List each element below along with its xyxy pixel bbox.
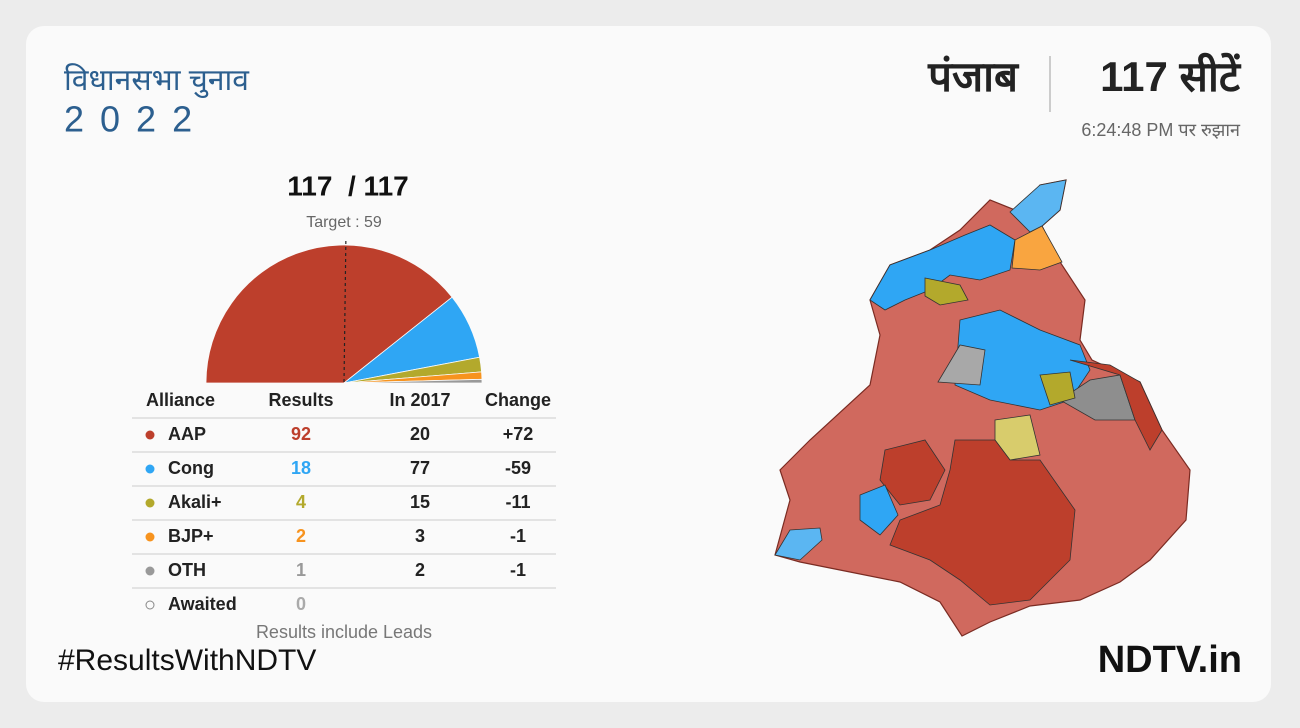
result-value: 0 <box>296 594 306 614</box>
legend-dot <box>145 566 155 576</box>
legend-dot <box>145 464 155 474</box>
slice <box>205 244 453 384</box>
alliance-name: BJP+ <box>168 526 214 546</box>
alliance-name: OTH <box>168 560 206 580</box>
half-donut <box>205 240 483 384</box>
result-value: 18 <box>291 458 311 478</box>
legend-dot <box>145 600 155 610</box>
legend-dot <box>145 498 155 508</box>
alliance-name: Akali+ <box>168 492 222 512</box>
result-value: 92 <box>291 424 311 444</box>
result-value: 2 <box>296 526 306 546</box>
column-header: In 2017 <box>389 390 450 410</box>
in-2017-value: 2 <box>415 560 425 580</box>
brand: NDTV.in <box>1098 639 1242 681</box>
title: विधानसभा चुनाव <box>64 63 250 99</box>
legend-dot <box>145 430 155 440</box>
change-value: +72 <box>503 424 534 444</box>
slice <box>343 378 483 384</box>
alliance-name: AAP <box>168 424 206 444</box>
in-2017-value: 20 <box>410 424 430 444</box>
in-2017-value: 77 <box>410 458 430 478</box>
target-label: Target : 59 <box>306 214 382 231</box>
change-value: -11 <box>505 492 530 512</box>
legend-dot <box>145 532 155 542</box>
alliance-name: Cong <box>168 458 214 478</box>
table-note: Results include Leads <box>256 622 432 642</box>
year: 2022 <box>64 99 208 140</box>
state: पंजाब <box>927 53 1020 100</box>
updated: 6:24:48 PM पर रुझान <box>1081 120 1241 140</box>
change-value: -1 <box>510 526 526 546</box>
seats: 117 सीटें <box>1100 52 1242 100</box>
state-map <box>774 179 1191 637</box>
alliance-name: Awaited <box>168 594 237 614</box>
in-2017-value: 15 <box>410 492 430 512</box>
result-value: 1 <box>296 560 306 580</box>
summary: 117 / 117 <box>287 170 408 201</box>
result-value: 4 <box>296 492 306 512</box>
column-header: Alliance <box>146 390 215 410</box>
change-value: -59 <box>505 458 531 478</box>
hashtag: #ResultsWithNDTV <box>58 644 316 677</box>
column-header: Change <box>485 390 551 410</box>
column-header: Results <box>268 390 333 410</box>
change-value: -1 <box>510 560 526 580</box>
in-2017-value: 3 <box>415 526 425 546</box>
